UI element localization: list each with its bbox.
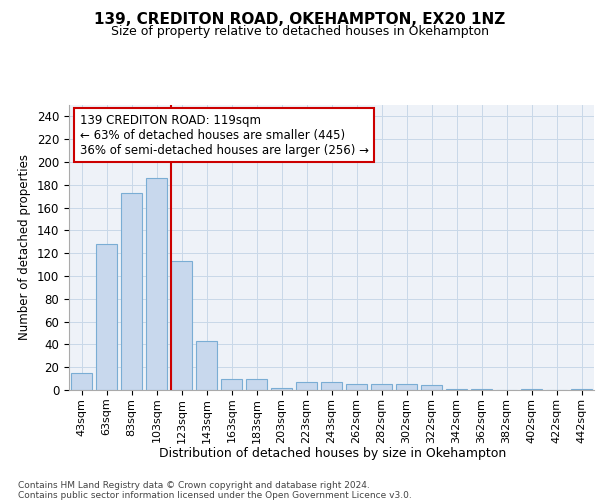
Bar: [71, 373, 92, 390]
Bar: [296, 382, 317, 390]
Bar: [371, 384, 392, 390]
Bar: [96, 244, 117, 390]
Text: Distribution of detached houses by size in Okehampton: Distribution of detached houses by size …: [160, 448, 506, 460]
Bar: [446, 389, 467, 390]
Text: Contains public sector information licensed under the Open Government Licence v3: Contains public sector information licen…: [18, 491, 412, 500]
Bar: [171, 261, 192, 390]
Bar: [146, 178, 167, 390]
Bar: [571, 389, 592, 390]
Text: 139 CREDITON ROAD: 119sqm
← 63% of detached houses are smaller (445)
36% of semi: 139 CREDITON ROAD: 119sqm ← 63% of detac…: [79, 114, 368, 156]
Y-axis label: Number of detached properties: Number of detached properties: [19, 154, 31, 340]
Text: Size of property relative to detached houses in Okehampton: Size of property relative to detached ho…: [111, 25, 489, 38]
Bar: [421, 386, 442, 390]
Text: Contains HM Land Registry data © Crown copyright and database right 2024.: Contains HM Land Registry data © Crown c…: [18, 481, 370, 490]
Bar: [346, 384, 367, 390]
Bar: [396, 384, 417, 390]
Bar: [271, 388, 292, 390]
Bar: [521, 389, 542, 390]
Bar: [196, 341, 217, 390]
Bar: [121, 193, 142, 390]
Bar: [471, 389, 492, 390]
Bar: [321, 382, 342, 390]
Bar: [221, 378, 242, 390]
Bar: [246, 378, 267, 390]
Text: 139, CREDITON ROAD, OKEHAMPTON, EX20 1NZ: 139, CREDITON ROAD, OKEHAMPTON, EX20 1NZ: [94, 12, 506, 28]
